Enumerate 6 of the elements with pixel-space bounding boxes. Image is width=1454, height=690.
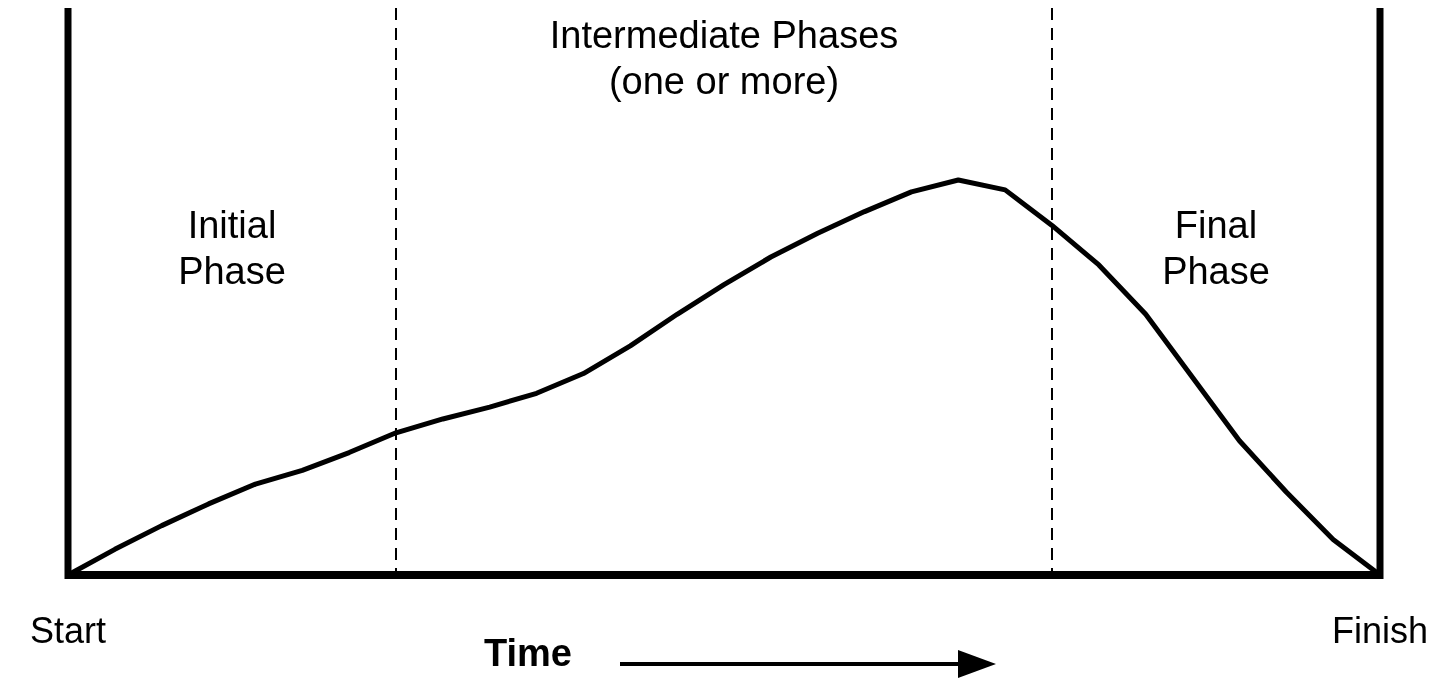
- x-tick-label: Finish: [1331, 610, 1429, 651]
- text: Intermediate Phases (one or more): [549, 14, 899, 102]
- x-axis-title: Time: [483, 632, 573, 674]
- annotation: Initial Phase: [178, 204, 286, 292]
- x-tick-label: Start: [29, 610, 107, 651]
- annotation: Final Phase: [1162, 204, 1270, 292]
